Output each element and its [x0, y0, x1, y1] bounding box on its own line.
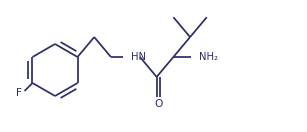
Text: HN: HN: [131, 52, 146, 62]
Text: NH₂: NH₂: [199, 52, 218, 62]
Text: F: F: [17, 88, 22, 98]
Text: O: O: [154, 99, 162, 109]
